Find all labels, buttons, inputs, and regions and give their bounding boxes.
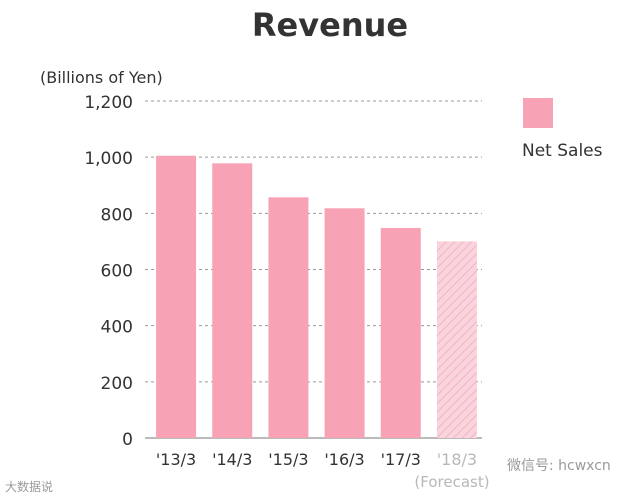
bar [212, 163, 253, 438]
y-tick-label: 400 [101, 318, 133, 338]
y-axis-ticks: 0 200 400 600 800 1,000 1,200 [84, 93, 133, 450]
watermark-left: 大数据说 [5, 479, 53, 494]
y-tick-label: 800 [101, 205, 133, 225]
x-axis-labels: '13/3 '14/3 '15/3 '16/3 '17/3 '18/3 [156, 450, 477, 469]
bar [268, 197, 309, 438]
forecast-label: (Forecast) [414, 473, 489, 491]
x-tick-label: '13/3 [156, 450, 196, 469]
gridlines [145, 100, 482, 439]
bar [156, 155, 197, 438]
bar-forecast [436, 241, 477, 438]
y-tick-label: 0 [122, 430, 133, 450]
x-tick-label: '15/3 [268, 450, 308, 469]
chart-title: Revenue [252, 6, 408, 44]
y-axis-label: (Billions of Yen) [40, 68, 163, 87]
y-tick-label: 1,200 [84, 93, 133, 113]
bar [380, 227, 421, 438]
x-tick-label: '14/3 [212, 450, 252, 469]
y-tick-label: 1,000 [84, 149, 133, 169]
bars [156, 155, 477, 438]
legend-swatch [523, 98, 553, 128]
x-tick-label: '17/3 [381, 450, 421, 469]
y-tick-label: 200 [101, 374, 133, 394]
x-tick-label: '18/3 [437, 450, 477, 469]
watermark-right: 微信号: hcwxcn [507, 458, 611, 474]
y-tick-label: 600 [101, 262, 133, 282]
legend: Net Sales [522, 98, 603, 161]
bar [324, 208, 365, 438]
legend-label-net-sales: Net Sales [522, 141, 603, 161]
x-tick-label: '16/3 [324, 450, 364, 469]
